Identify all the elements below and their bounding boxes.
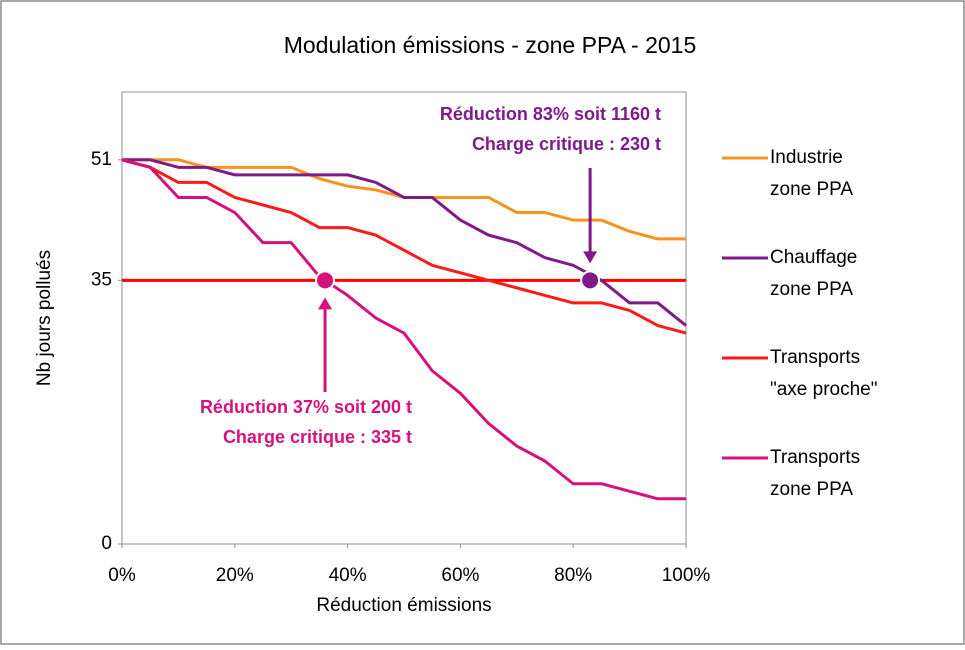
legend-line: zone PPA <box>770 479 853 500</box>
x-axis-label: Réduction émissions <box>316 595 491 616</box>
legend-line: Industrie <box>770 147 843 168</box>
series-line <box>121 158 686 501</box>
x-tick-label: 80% <box>554 565 592 586</box>
legend-line: Chauffage <box>770 247 857 268</box>
y-tick-label: 0 <box>101 533 112 554</box>
legend-label: Transports "axe proche" <box>770 347 878 400</box>
annotation-text: Charge critique : 230 t <box>472 134 661 154</box>
annotation-arrowhead <box>318 297 333 310</box>
annotation-text: Réduction 37% soit 200 t <box>200 397 412 417</box>
legend-label: Chauffage zone PPA <box>770 247 857 300</box>
plot-area <box>121 91 687 545</box>
series-line <box>121 158 687 335</box>
legend-line: Transports <box>770 447 860 468</box>
annotation-arrowhead <box>583 251 598 264</box>
legend-line: Transports <box>770 347 860 368</box>
x-tick-label: 100% <box>662 565 711 586</box>
annotation-text: Réduction 83% soit 1160 t <box>440 104 661 124</box>
x-tick-label: 20% <box>216 565 254 586</box>
x-tick-label: 0% <box>108 565 136 586</box>
annotation-marker <box>580 270 601 291</box>
annotation-text: Charge critique : 335 t <box>223 427 412 447</box>
x-tick-label: 60% <box>441 565 479 586</box>
legend-line: "axe proche" <box>770 379 878 400</box>
legend-label: Industrie zone PPA <box>770 147 853 200</box>
legend-line: zone PPA <box>770 179 853 200</box>
y-tick-label: 51 <box>91 149 112 170</box>
chart-title: Modulation émissions - zone PPA - 2015 <box>284 32 697 58</box>
legend-label: Transports zone PPA <box>770 447 860 500</box>
y-axis-label: Nb jours pollués <box>34 250 55 386</box>
x-tick-label: 40% <box>329 565 367 586</box>
annotation-marker <box>315 270 336 291</box>
legend-line: zone PPA <box>770 279 853 300</box>
y-tick-label: 35 <box>91 269 112 290</box>
